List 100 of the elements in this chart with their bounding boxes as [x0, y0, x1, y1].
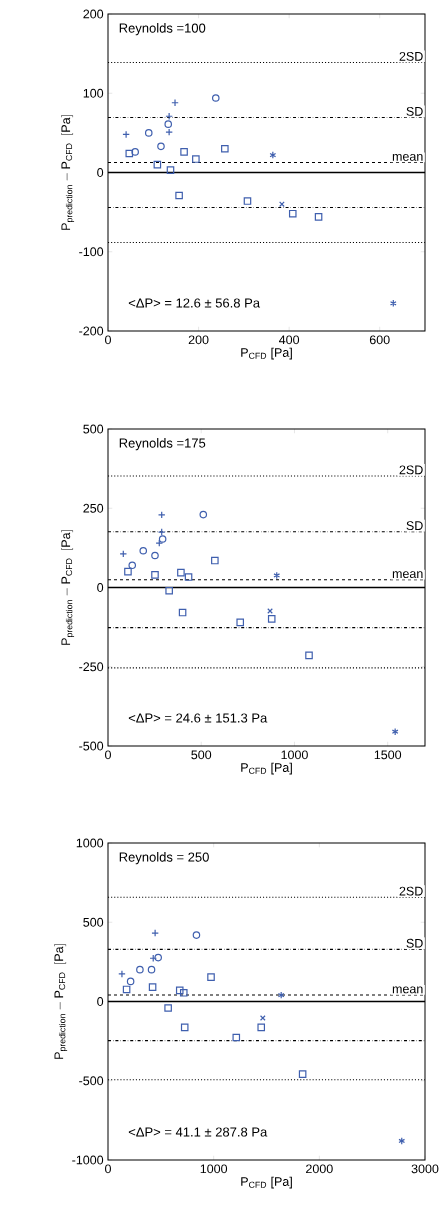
annotation: <ΔP> = 12.6 ± 56.8 Pa: [128, 298, 261, 308]
y-tick-label: -200: [79, 326, 104, 336]
x-tick-label: 1000: [281, 750, 308, 760]
x-tick-label: 500: [191, 750, 212, 760]
annotation: <ΔP> = 41.1 ± 287.8 Pa: [128, 1127, 268, 1137]
point: [273, 571, 281, 580]
point: [136, 965, 144, 974]
ref-line-label: 2SD: [399, 51, 423, 61]
point: [257, 1023, 265, 1032]
point: [288, 209, 297, 218]
ref-line-label: 2SD: [399, 886, 423, 896]
point: [398, 1137, 406, 1145]
point: [124, 567, 132, 576]
x-tick-label: 1500: [374, 750, 402, 760]
ref-line-label: SD: [406, 106, 423, 116]
y-tick-label: 100: [83, 88, 104, 98]
x-tick-label: 1000: [200, 1164, 228, 1174]
point: [211, 94, 220, 102]
x-axis-title: P$_{CFD}$ [Pa]: [241, 347, 292, 360]
ref-line-label: SD: [406, 521, 423, 531]
y-tick-label: 1000: [76, 838, 104, 848]
ref-line-label: mean: [392, 571, 423, 579]
point: [199, 510, 208, 519]
annotation: <ΔP> = 24.6 ± 151.3 Pa: [128, 713, 268, 723]
y-tick-label: -500: [79, 1076, 104, 1086]
point: [192, 931, 201, 939]
ref-line-label: SD: [406, 938, 423, 948]
x-tick-label: 0: [104, 335, 111, 345]
point: [180, 1023, 189, 1032]
point: [221, 144, 229, 153]
ref-line-label: 2SD: [399, 465, 423, 475]
point: [207, 973, 215, 981]
point: [147, 965, 156, 974]
point: [180, 148, 188, 156]
point: [144, 129, 153, 137]
point: [151, 551, 159, 560]
point: [391, 727, 399, 736]
annotation: Reynolds =175: [119, 438, 206, 451]
y-tick-label: -1000: [72, 1155, 104, 1165]
y-tick-label: 500: [83, 424, 104, 434]
point: [184, 573, 193, 581]
point: [164, 1004, 172, 1012]
point: [305, 651, 313, 660]
point: [279, 201, 285, 208]
y-tick-label: 0: [97, 168, 104, 177]
point: [179, 988, 188, 997]
annotation: Reynolds =100: [119, 23, 206, 36]
x-axis-title: P$_{CFD}$ [Pa]: [241, 762, 292, 775]
point: [175, 191, 183, 200]
annotation: Reynolds = 250: [119, 852, 209, 865]
x-tick-label: 600: [369, 335, 390, 345]
point: [125, 149, 134, 158]
point: [175, 986, 184, 995]
ref-line-label: mean: [392, 986, 423, 994]
point: [128, 561, 137, 570]
point: [131, 148, 139, 156]
point: [139, 546, 148, 555]
x-tick-label: 2000: [306, 1164, 333, 1174]
x-tick-label: 3000: [411, 1164, 439, 1174]
point: [177, 568, 185, 577]
y-tick-label: 200: [83, 9, 104, 19]
point: [267, 615, 276, 623]
point: [269, 151, 277, 159]
y-axis-title: $\mathrm{P_{prediction}-P_{CFD}\;\;[Pa]}$: [61, 530, 75, 645]
x-tick-label: 0: [104, 750, 111, 760]
y-tick-label: -500: [79, 741, 104, 751]
y-axis-title: $\mathrm{P_{prediction}-P_{CFD}\;\;[Pa]}$: [54, 944, 68, 1059]
x-tick-label: 200: [188, 335, 209, 345]
point: [157, 142, 165, 151]
y-tick-label: 0: [97, 583, 104, 592]
point: [192, 155, 200, 163]
point: [211, 556, 219, 565]
y-axis-title: $\mathrm{P_{prediction}-P_{CFD}\;\;[Pa]}$: [61, 115, 75, 230]
y-tick-label: -100: [79, 247, 104, 257]
ref-line-label: mean: [392, 153, 423, 161]
point: [232, 1033, 241, 1042]
point: [151, 571, 159, 579]
y-tick-label: -250: [79, 662, 104, 672]
point: [243, 197, 252, 205]
x-tick-label: 400: [278, 335, 300, 345]
point: [154, 953, 162, 962]
point: [259, 1015, 266, 1021]
y-tick-label: 0: [97, 997, 104, 1006]
y-tick-label: 500: [83, 917, 104, 927]
point: [122, 985, 131, 994]
point: [389, 299, 397, 308]
point: [164, 120, 172, 128]
point: [153, 160, 162, 169]
y-tick-label: 250: [83, 503, 104, 513]
x-axis-title: P$_{CFD}$ [Pa]: [241, 1176, 292, 1189]
point: [158, 535, 167, 543]
point: [236, 618, 244, 627]
point: [166, 166, 175, 174]
point: [148, 983, 157, 991]
point: [298, 1070, 307, 1078]
point: [178, 608, 187, 617]
point: [314, 213, 323, 221]
point: [126, 977, 135, 986]
point: [165, 586, 173, 595]
x-tick-label: 0: [104, 1164, 111, 1174]
